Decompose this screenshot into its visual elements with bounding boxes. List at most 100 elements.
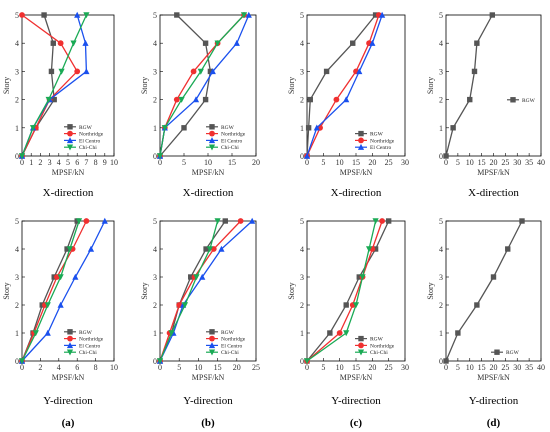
data-point-el-centro	[249, 217, 256, 224]
series-line-rgw	[306, 220, 390, 362]
data-point-rgw	[307, 96, 313, 103]
x-tick-label: 8	[94, 363, 98, 372]
y-tick-label: 4	[15, 245, 19, 254]
legend-label-rgw: RGW	[370, 337, 384, 343]
y-tick-label: 0	[15, 357, 19, 366]
legend-marker-northridge	[209, 130, 215, 137]
x-tick-label: 15	[352, 363, 360, 372]
y-tick-label: 1	[300, 329, 304, 338]
data-point-rgw	[74, 218, 80, 224]
legend: RGW	[491, 349, 520, 356]
data-point-el-centro	[192, 96, 200, 103]
chart-panel-6: 0 5 10 15 20 25 0 1 2 3 4 5 MPSF/kN Story RGWNorthridg…	[140, 217, 260, 429]
panel-caption: Y-direction	[469, 395, 519, 407]
data-point-el-centro	[57, 301, 64, 308]
x-tick-label: 1	[29, 158, 33, 167]
y-tick-label: 5	[300, 217, 304, 226]
data-point-rgw	[203, 246, 209, 252]
data-point-el-centro	[83, 68, 90, 75]
legend-label-el-centro: El Centro	[221, 138, 242, 144]
x-axis-label: MPSF/kN	[52, 373, 85, 382]
legend-label-northridge: Northridge	[79, 132, 104, 138]
legend-label-rgw: RGW	[79, 125, 93, 131]
data-point-rgw	[48, 68, 55, 75]
x-tick-label: 25	[385, 363, 393, 372]
x-tick-label: 20	[490, 158, 498, 167]
data-point-el-centro	[379, 11, 386, 18]
y-tick-label: 2	[153, 301, 157, 310]
series-line-chi-chi	[21, 14, 87, 157]
data-point-chi-chi	[58, 68, 65, 75]
legend-marker-el-centro	[66, 342, 74, 349]
legend-label-chi-chi: Chi-Chi	[221, 350, 239, 356]
data-point-rgw	[467, 96, 473, 103]
series-line-rgw	[445, 220, 523, 362]
x-tick-label: 20	[368, 158, 376, 167]
legend-marker-el-centro	[208, 342, 216, 349]
x-tick-label: 7	[84, 158, 88, 167]
series-line-chi-chi	[306, 220, 377, 362]
x-tick-label: 4	[57, 363, 61, 372]
data-point-northridge	[74, 68, 81, 75]
legend-label-chi-chi: Chi-Chi	[79, 350, 97, 356]
x-tick-label: 5	[66, 158, 70, 167]
y-axis-label: Story	[2, 77, 11, 94]
y-tick-label: 5	[15, 11, 19, 20]
legend-label-rgw: RGW	[79, 330, 93, 336]
data-point-chi-chi	[45, 96, 52, 103]
x-axis-label: MPSF/kN	[192, 168, 225, 177]
y-tick-label: 1	[15, 329, 19, 338]
x-tick-label: 30	[513, 158, 521, 167]
data-point-chi-chi	[181, 302, 189, 309]
y-tick-label: 2	[15, 96, 19, 105]
y-tick-label: 5	[439, 217, 443, 226]
x-axis-label: MPSF/kN	[340, 373, 373, 382]
data-point-rgw	[181, 125, 187, 131]
data-point-chi-chi	[32, 330, 39, 337]
panel-label: (b)	[201, 417, 215, 429]
legend-marker-rgw	[358, 335, 364, 342]
series-line-chi-chi	[159, 220, 219, 362]
x-tick-label: 25	[385, 158, 393, 167]
y-tick-label: 0	[15, 152, 19, 161]
chart-panel-4: 0 5 10 15 20 25 30 35 40012345MPSF/kNStoryRGWX-d…	[426, 11, 545, 199]
legend-label-el-centro: El Centro	[221, 343, 242, 349]
data-point-el-centro	[245, 11, 252, 18]
y-tick-label: 1	[15, 124, 19, 133]
legend-label-rgw: RGW	[522, 98, 536, 104]
chart-panel-2: 0 5 10 15 20 0 1 2 3 4 5 MPSF/kN Story RGWNorthridgeE…	[140, 11, 260, 199]
series-line-chi-chi	[159, 14, 245, 157]
data-point-el-centro	[87, 245, 95, 252]
data-point-el-centro	[209, 68, 216, 75]
legend-marker-el-centro	[208, 137, 216, 144]
y-tick-label: 2	[439, 301, 443, 310]
plot-frame	[306, 220, 406, 362]
y-tick-label: 1	[439, 329, 443, 338]
x-tick-label: 15	[352, 158, 360, 167]
x-tick-label: 2	[38, 158, 42, 167]
x-tick-label: 15	[214, 363, 222, 372]
data-point-chi-chi	[156, 358, 164, 365]
y-tick-label: 1	[153, 124, 157, 133]
y-tick-label: 2	[439, 96, 443, 105]
series-line-northridge	[21, 220, 87, 362]
data-point-el-centro	[101, 217, 108, 224]
data-point-northridge	[333, 96, 340, 103]
data-point-rgw	[343, 302, 349, 308]
y-tick-label: 4	[15, 39, 19, 48]
legend-label-el-centro: El Centro	[79, 343, 100, 349]
panel-caption: X-direction	[468, 187, 519, 199]
y-axis-label: Story	[426, 77, 435, 94]
x-tick-label: 15	[478, 158, 486, 167]
y-tick-label: 3	[15, 273, 19, 282]
legend-label-northridge: Northridge	[221, 132, 246, 138]
data-point-chi-chi	[83, 12, 90, 19]
x-tick-label: 40	[537, 363, 545, 372]
series-line-el-centro	[159, 220, 253, 362]
data-point-el-centro	[199, 273, 206, 280]
data-point-rgw	[490, 274, 497, 280]
x-tick-label: 10	[204, 158, 212, 167]
data-point-rgw	[350, 40, 356, 46]
